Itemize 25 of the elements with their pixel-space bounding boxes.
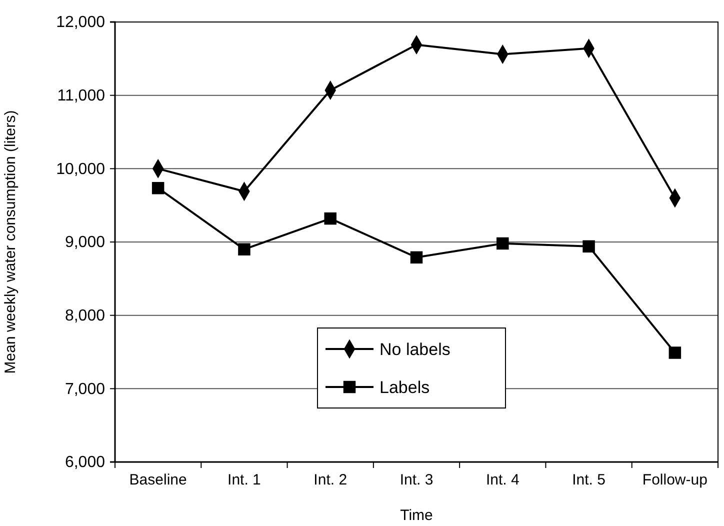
point: [324, 212, 336, 225]
x-tick-label: Follow-up: [642, 472, 708, 488]
x-tick-label: Int. 5: [572, 472, 606, 488]
legend-label: Labels: [380, 378, 430, 397]
point: [496, 237, 509, 250]
y-tick-label: 7,000: [64, 380, 106, 398]
y-tick-label: 10,000: [56, 160, 106, 178]
point: [152, 182, 164, 194]
point: [410, 251, 423, 264]
x-axis-title: Time: [400, 507, 433, 524]
y-tick-label: 12,000: [56, 14, 106, 32]
point: [582, 240, 595, 253]
y-tick-label: 9,000: [64, 234, 106, 252]
x-tick-label: Int. 3: [400, 472, 434, 488]
point: [668, 346, 682, 359]
x-tick-label: Int. 4: [486, 472, 520, 488]
y-tick-label: 11,000: [57, 87, 106, 104]
legend-label: No labels: [380, 340, 450, 359]
y-tick-label: 6,000: [64, 454, 106, 472]
y-tick-label: 8,000: [64, 307, 106, 324]
point: [238, 243, 250, 256]
x-tick-label: Int. 2: [314, 472, 348, 488]
x-tick-label: Baseline: [129, 472, 187, 488]
x-tick-label: Int. 1: [228, 472, 261, 488]
y-axis-title: Mean weekly water consumption (liters): [2, 110, 19, 374]
